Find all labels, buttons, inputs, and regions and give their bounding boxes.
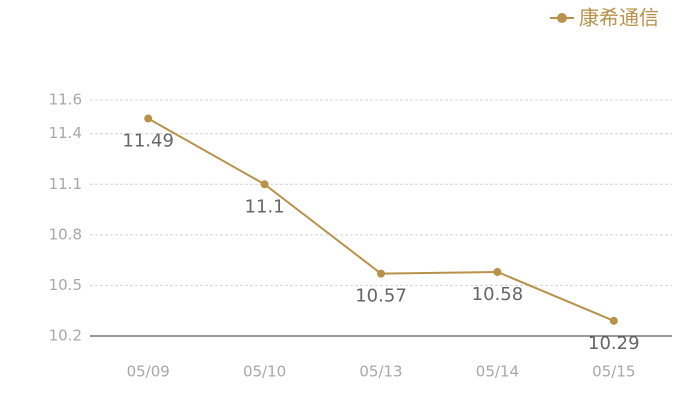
data-point xyxy=(493,267,502,276)
x-tick-label: 05/10 xyxy=(243,363,286,381)
y-tick-label: 11.6 xyxy=(49,91,82,109)
y-tick-label: 11.1 xyxy=(49,175,82,193)
y-tick-label: 10.5 xyxy=(49,276,82,294)
data-point xyxy=(144,114,153,123)
x-tick-label: 05/14 xyxy=(476,363,519,381)
data-label: 10.58 xyxy=(472,284,524,305)
x-tick-label: 05/09 xyxy=(127,363,170,381)
data-label: 11.49 xyxy=(122,131,174,152)
data-point xyxy=(260,180,269,189)
y-tick-label: 10.2 xyxy=(49,327,82,345)
data-label: 10.29 xyxy=(588,333,640,354)
x-tick-label: 05/13 xyxy=(359,363,402,381)
data-label: 11.1 xyxy=(245,196,285,217)
data-label: 10.57 xyxy=(355,286,407,307)
data-point xyxy=(609,316,618,325)
data-point xyxy=(377,269,385,278)
x-tick-label: 05/15 xyxy=(592,363,635,381)
y-tick-label: 11.4 xyxy=(49,124,82,142)
y-tick-label: 10.8 xyxy=(49,225,82,243)
legend-label: 康希通信 xyxy=(579,6,659,30)
legend-marker xyxy=(557,13,567,23)
